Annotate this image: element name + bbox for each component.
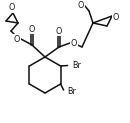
Text: O: O [113, 13, 119, 22]
Text: O: O [29, 24, 35, 33]
Text: Br: Br [68, 87, 76, 97]
Text: O: O [78, 1, 84, 10]
Text: O: O [56, 26, 62, 36]
Text: O: O [9, 3, 15, 13]
Text: Br: Br [73, 61, 82, 70]
Text: O: O [71, 38, 77, 47]
Text: O: O [14, 34, 20, 44]
